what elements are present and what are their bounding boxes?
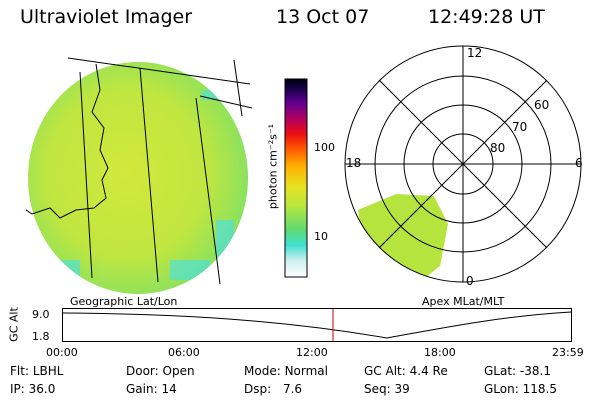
- info-gain: Gain: 14: [126, 382, 177, 396]
- x-tick-1800: 18:00: [424, 346, 456, 359]
- altitude-curve: [62, 311, 572, 339]
- colorbar-tick-100: 100: [314, 141, 335, 154]
- geographic-caption: Geographic Lat/Lon: [70, 295, 178, 308]
- geographic-image: [25, 57, 253, 294]
- info-mode: Mode: Normal: [244, 364, 328, 378]
- mlat-label-80: 80: [490, 141, 506, 155]
- info-door: Door: Open: [126, 364, 195, 378]
- latlon-grid: [67, 57, 253, 285]
- mlt-label-6: 6: [575, 156, 583, 170]
- mlat-label-60: 60: [534, 98, 550, 112]
- altitude-plot: [62, 308, 572, 342]
- instrument-title: Ultraviolet Imager: [20, 6, 193, 28]
- x-tick-1200: 12:00: [296, 346, 328, 359]
- altitude-axis-label: GC Alt: [7, 307, 21, 342]
- x-tick-0000: 00:00: [46, 346, 78, 359]
- polar-plot: [344, 45, 582, 283]
- polar-grid: [344, 45, 582, 283]
- info-gc-alt: GC Alt: 4.4 Re: [364, 364, 448, 378]
- altitude-tick-min: 1.8: [32, 330, 50, 343]
- colorbar-tick-10: 10: [314, 230, 328, 243]
- colorbar-unit-label: photon cm⁻²s⁻¹: [266, 123, 280, 210]
- date-label: 13 Oct 07: [276, 6, 370, 28]
- mlt-label-18: 18: [346, 156, 362, 170]
- info-ip: IP: 36.0: [10, 382, 56, 396]
- info-dsp: Dsp: 7.6: [244, 382, 303, 396]
- info-flt: Flt: LBHL: [10, 364, 64, 378]
- colorbar: [284, 78, 308, 278]
- coastline: [25, 63, 109, 219]
- mlt-label-0: 0: [466, 274, 474, 288]
- apex-caption: Apex MLat/MLT: [422, 295, 505, 308]
- info-seq: Seq: 39: [364, 382, 410, 396]
- altitude-tick-max: 9.0: [32, 308, 50, 321]
- x-tick-0600: 06:00: [168, 346, 200, 359]
- x-tick-2359: 23:59: [552, 346, 584, 359]
- mlt-label-12: 12: [467, 46, 483, 60]
- mlat-label-70: 70: [512, 120, 528, 134]
- info-glat: GLat: -38.1: [484, 364, 551, 378]
- info-glon: GLon: 118.5: [484, 382, 557, 396]
- time-label: 12:49:28 UT: [428, 6, 545, 28]
